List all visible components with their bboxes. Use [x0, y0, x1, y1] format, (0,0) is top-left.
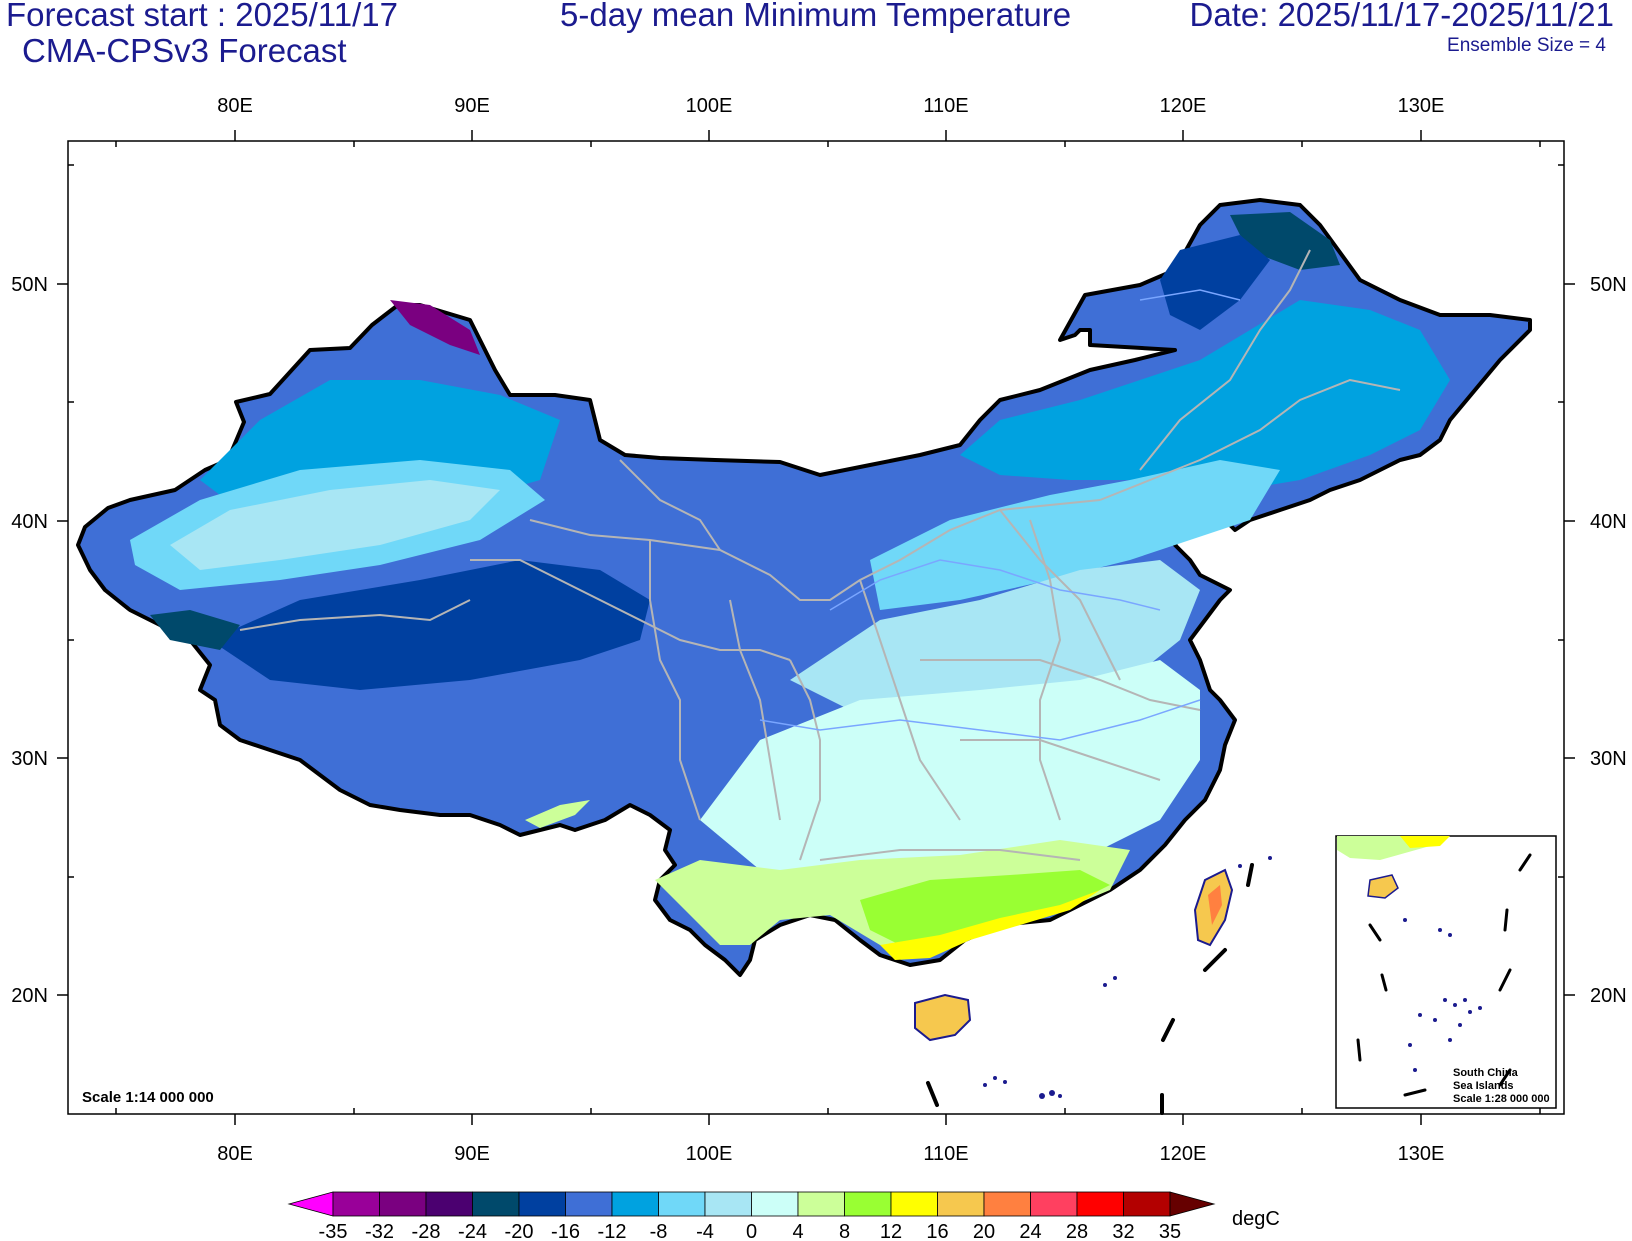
model-label: CMA-CPSv3 Forecast	[22, 32, 347, 69]
colorbar-tick-label: 16	[926, 1221, 948, 1241]
lon-label-top-90e: 90E	[454, 95, 490, 117]
region-minus24-spots	[150, 610, 240, 650]
ensemble-size-label: Ensemble Size = 4	[1447, 35, 1606, 56]
colorbar-tick-label: 8	[839, 1221, 850, 1241]
colorbar-tick-label: 12	[880, 1221, 902, 1241]
inset-label-line1: South China	[1453, 1067, 1519, 1079]
colorbar-swatch	[287, 1191, 334, 1217]
date-range-label: Date: 2025/11/17-2025/11/21	[1189, 0, 1614, 33]
colorbar-tick-label: 4	[792, 1221, 803, 1241]
lat-label-right-30n: 30N	[1590, 748, 1627, 770]
colorbar-swatch	[983, 1191, 1031, 1217]
colorbar-tick-label: -20	[505, 1221, 534, 1241]
lon-label-top-80e: 80E	[217, 95, 253, 117]
colorbar-swatch	[1123, 1191, 1171, 1217]
province-boundaries	[239, 249, 1401, 861]
inset-map: South China Sea Islands Scale 1:28 000 0…	[1335, 835, 1557, 1109]
small-islands	[983, 856, 1272, 1099]
region-minus20-plateau	[210, 560, 650, 690]
colorbar-swatch	[844, 1191, 892, 1217]
lon-label-bottom-120e: 120E	[1160, 1143, 1207, 1165]
region-north-minus4	[870, 460, 1280, 610]
colorbar-tick-label: 0	[746, 1221, 757, 1241]
colorbar-swatch	[1076, 1191, 1124, 1217]
colorbar-tick-label: -16	[551, 1221, 580, 1241]
lat-label-right-20n: 20N	[1590, 985, 1627, 1007]
region-east-zero	[790, 560, 1200, 710]
region-zero-basin	[170, 480, 500, 570]
hainan-island	[914, 993, 972, 1042]
colorbar-swatch	[890, 1191, 938, 1217]
colorbar-tick-label: -24	[458, 1221, 487, 1241]
colorbar-swatch	[472, 1191, 520, 1217]
lon-label-bottom-100e: 100E	[686, 1143, 733, 1165]
colorbar-swatch	[518, 1191, 566, 1217]
lon-label-bottom-80e: 80E	[217, 1143, 253, 1165]
colorbar-tick-label: -8	[650, 1221, 668, 1241]
lat-label-left-40n: 40N	[11, 511, 48, 533]
colorbar-tick-label: -12	[598, 1221, 627, 1241]
lon-label-bottom-110e: 110E	[923, 1143, 968, 1165]
region-ne-minus16	[1160, 235, 1270, 330]
region-ne-minus20	[1230, 212, 1340, 270]
region-south-tibet-eight	[525, 800, 590, 828]
colorbar-tick-label: 20	[973, 1221, 995, 1241]
colorbar-swatch	[751, 1191, 799, 1217]
lat-label-left-20n: 20N	[11, 985, 48, 1007]
region-ne-minus8	[960, 300, 1450, 490]
lon-label-bottom-130e: 130E	[1398, 1143, 1445, 1165]
colorbar-swatch	[565, 1191, 613, 1217]
map-title: 5-day mean Minimum Temperature	[560, 0, 1072, 33]
region-south-twelve	[860, 870, 1110, 945]
colorbar-tick-label: -4	[696, 1221, 714, 1241]
colorbar-tick-label: -28	[412, 1221, 441, 1241]
colorbar-swatch	[704, 1191, 752, 1217]
colorbar-tick-label: 32	[1112, 1221, 1134, 1241]
colorbar: -35 -32 -28 -24 -20 -16 -12 -8 -4 0 4 8 12 16 20 24 28 32…	[287, 1191, 1216, 1241]
lat-label-left-50n: 50N	[11, 274, 48, 296]
colorbar-swatch	[1030, 1191, 1078, 1217]
colorbar-swatch	[658, 1191, 706, 1217]
temperature-field	[76, 198, 1532, 1042]
region-minus28-spot	[390, 300, 480, 355]
lon-label-top-110e: 110E	[923, 95, 968, 117]
lon-label-top-100e: 100E	[686, 95, 733, 117]
lon-label-bottom-90e: 90E	[454, 1143, 490, 1165]
lat-label-right-40n: 40N	[1590, 511, 1627, 533]
colorbar-tick-label: -32	[365, 1221, 394, 1241]
colorbar-tick-label: -35	[319, 1221, 348, 1241]
colorbar-swatch	[797, 1191, 845, 1217]
main-scale-label: Scale 1:14 000 000	[82, 1089, 214, 1106]
colorbar-tick-label: 28	[1066, 1221, 1088, 1241]
nine-dash-line	[926, 863, 1254, 1115]
lon-label-top-130e: 130E	[1398, 95, 1445, 117]
lon-ticks	[115, 130, 1541, 1125]
inset-scale-label: Scale 1:28 000 000	[1453, 1093, 1550, 1105]
rivers	[759, 289, 1241, 741]
inset-label-line2: Sea Islands	[1453, 1080, 1514, 1092]
forecast-start-label: Forecast start : 2025/11/17	[6, 0, 398, 33]
colorbar-tick-label: 24	[1019, 1221, 1041, 1241]
colorbar-swatch	[1169, 1191, 1216, 1217]
lat-ticks	[57, 164, 1575, 996]
region-coast-sixteen	[880, 890, 1100, 960]
colorbar-swatch	[937, 1191, 985, 1217]
colorbar-unit-label: degC	[1232, 1208, 1280, 1230]
lon-label-top-120e: 120E	[1160, 95, 1207, 117]
colorbar-tick-label: 35	[1159, 1221, 1181, 1241]
colorbar-swatch	[332, 1191, 380, 1217]
region-east-four	[700, 660, 1200, 890]
colorbar-swatch	[425, 1191, 473, 1217]
colorbar-swatch	[379, 1191, 427, 1217]
lat-label-left-30n: 30N	[11, 748, 48, 770]
lat-label-right-50n: 50N	[1590, 274, 1627, 296]
colorbar-swatch	[611, 1191, 659, 1217]
